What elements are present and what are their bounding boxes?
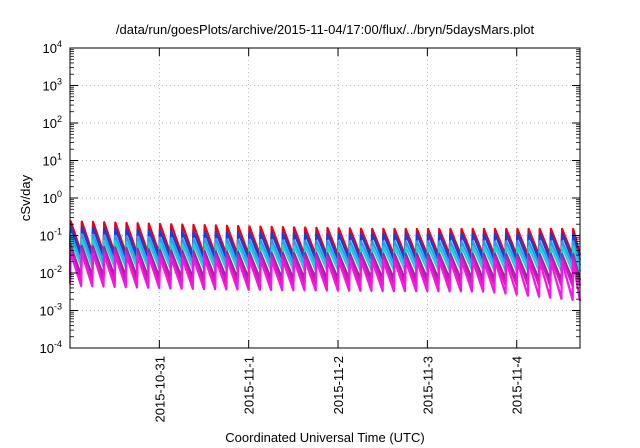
x-axis-label: Coordinated Universal Time (UTC): [225, 430, 424, 445]
y-tick-label: 10-4: [40, 339, 62, 356]
series-lines: [68, 220, 582, 302]
x-tick-label: 2015-11-3: [420, 356, 435, 414]
y-tick-label: 10-3: [40, 302, 62, 319]
x-tick-label: 2015-10-31: [152, 356, 167, 423]
chart-title: /data/run/goesPlots/archive/2015-11-04/1…: [116, 22, 535, 37]
y-tick-label: 100: [43, 189, 62, 206]
y-tick-label: 104: [43, 39, 62, 56]
y-tick-label: 102: [43, 114, 62, 131]
x-tick-label: 2015-11-2: [331, 356, 346, 414]
x-tick-label: 2015-11-4: [510, 356, 525, 414]
y-tick-label: 10-2: [40, 264, 62, 281]
y-tick-label: 101: [43, 152, 62, 169]
y-tick-label: 10-1: [40, 227, 62, 244]
series-line: [68, 251, 582, 302]
y-axis-label: cSv/day: [18, 174, 33, 221]
series-line: [68, 225, 582, 262]
y-tick-labels: 10-4 10-3 10-2 10-1 100 101 102 103 104: [40, 39, 62, 356]
axis-ticks: [70, 47, 580, 349]
x-tick-label: 2015-11-1: [242, 356, 257, 414]
grid-lines: [70, 48, 580, 348]
y-tick-label: 103: [43, 77, 62, 94]
x-tick-labels: 2015-10-31 2015-11-1 2015-11-2 2015-11-3 201…: [152, 356, 524, 423]
